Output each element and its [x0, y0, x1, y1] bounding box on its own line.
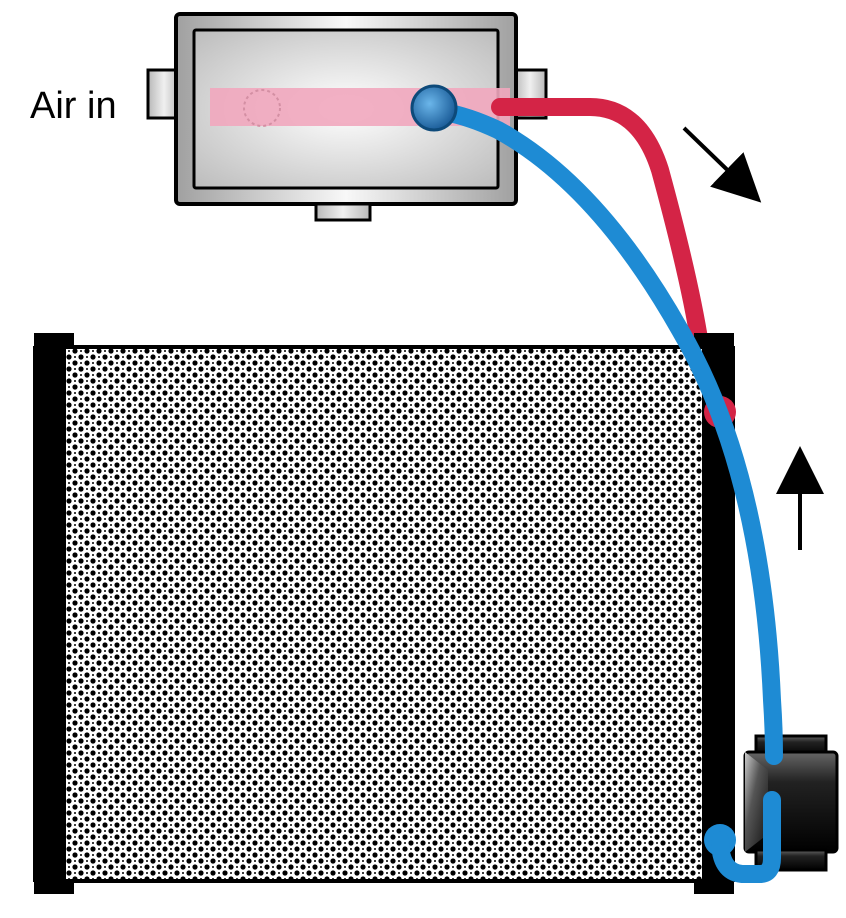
radiator-cap-top-right [694, 333, 734, 347]
cpu-cold-port [412, 86, 456, 130]
radiator-side-left [34, 347, 64, 881]
air-in-label: Air in [30, 85, 117, 127]
radiator-mesh [64, 347, 704, 881]
flow-arrow-hot [684, 128, 744, 186]
radiator [34, 333, 736, 894]
mount-tab-bottom [316, 204, 370, 220]
radiator-cap-top-left [34, 333, 74, 347]
pump [745, 736, 837, 870]
